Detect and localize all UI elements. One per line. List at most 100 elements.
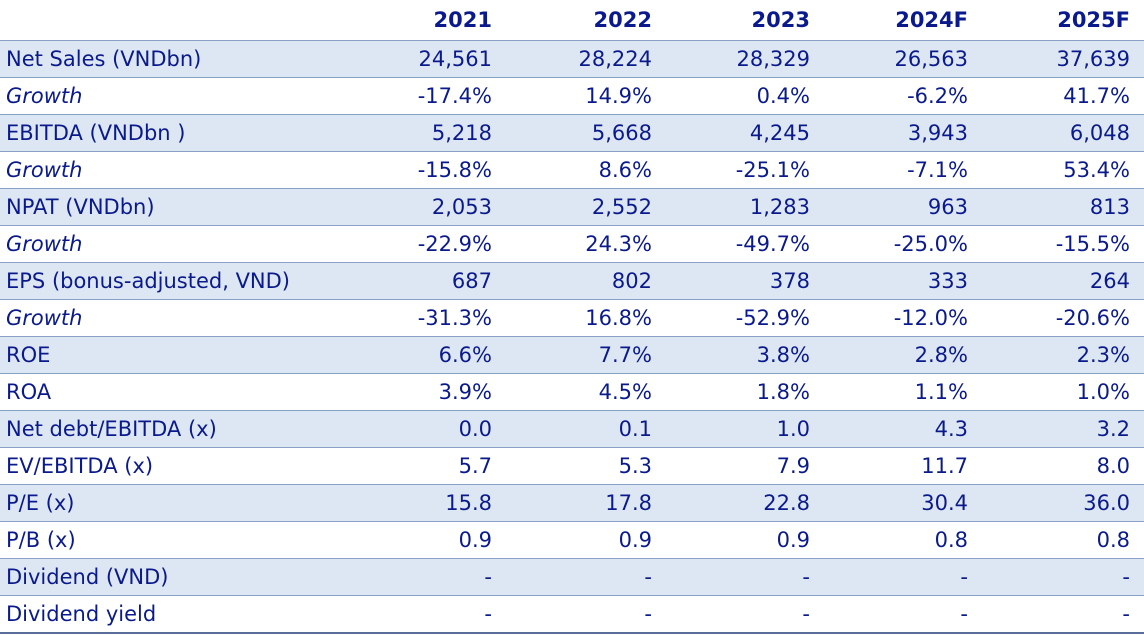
cell-value: 0.0	[346, 410, 506, 448]
cell-value: 3.9%	[346, 373, 506, 411]
cell-value: -12.0%	[824, 299, 982, 337]
cell-value: 36.0	[982, 484, 1144, 522]
row-dividend: Dividend (VND) - - - - -	[0, 558, 1144, 596]
row-label: Net debt/EBITDA (x)	[0, 410, 346, 448]
cell-value: 2.3%	[982, 336, 1144, 374]
cell-value: 28,224	[506, 40, 666, 78]
row-label: NPAT (VNDbn)	[0, 188, 346, 226]
cell-value: -25.1%	[666, 151, 824, 189]
cell-value: -25.0%	[824, 225, 982, 263]
cell-value: 813	[982, 188, 1144, 226]
cell-value: -	[982, 558, 1144, 596]
cell-value: 2,053	[346, 188, 506, 226]
cell-value: 41.7%	[982, 77, 1144, 115]
row-label: EV/EBITDA (x)	[0, 447, 346, 485]
row-label: Growth	[0, 225, 346, 263]
cell-value: 7.9	[666, 447, 824, 485]
row-roa: ROA 3.9% 4.5% 1.8% 1.1% 1.0%	[0, 373, 1144, 411]
cell-value: 264	[982, 262, 1144, 300]
header-year-2021: 2021	[346, 0, 506, 41]
row-net-sales: Net Sales (VNDbn) 24,561 28,224 28,329 2…	[0, 40, 1144, 78]
cell-value: 0.4%	[666, 77, 824, 115]
cell-value: -17.4%	[346, 77, 506, 115]
header-row: 2021 2022 2023 2024F 2025F	[0, 0, 1144, 41]
cell-value: 8.0	[982, 447, 1144, 485]
row-dividend-yield: Dividend yield - - - - -	[0, 595, 1144, 634]
cell-value: 0.8	[824, 521, 982, 559]
cell-value: -	[506, 595, 666, 634]
cell-value: 6.6%	[346, 336, 506, 374]
cell-value: 5,668	[506, 114, 666, 152]
row-label: Dividend yield	[0, 595, 346, 634]
cell-value: 53.4%	[982, 151, 1144, 189]
cell-value: 5.3	[506, 447, 666, 485]
cell-value: 4.5%	[506, 373, 666, 411]
cell-value: 1.0	[666, 410, 824, 448]
row-label: P/B (x)	[0, 521, 346, 559]
cell-value: 15.8	[346, 484, 506, 522]
cell-value: -52.9%	[666, 299, 824, 337]
cell-value: 1.1%	[824, 373, 982, 411]
cell-value: 0.9	[666, 521, 824, 559]
cell-value: 4.3	[824, 410, 982, 448]
cell-value: 4,245	[666, 114, 824, 152]
row-label: EBITDA (VNDbn )	[0, 114, 346, 152]
cell-value: -20.6%	[982, 299, 1144, 337]
cell-value: 22.8	[666, 484, 824, 522]
row-ebitda-growth: Growth -15.8% 8.6% -25.1% -7.1% 53.4%	[0, 151, 1144, 189]
cell-value: -	[506, 558, 666, 596]
cell-value: 0.1	[506, 410, 666, 448]
cell-value: 3.8%	[666, 336, 824, 374]
cell-value: 3.2	[982, 410, 1144, 448]
cell-value: -	[824, 558, 982, 596]
header-corner	[0, 0, 346, 41]
row-pe: P/E (x) 15.8 17.8 22.8 30.4 36.0	[0, 484, 1144, 522]
cell-value: 0.9	[346, 521, 506, 559]
cell-value: 37,639	[982, 40, 1144, 78]
header-year-2023: 2023	[666, 0, 824, 41]
row-label: Growth	[0, 151, 346, 189]
cell-value: 1,283	[666, 188, 824, 226]
cell-value: 17.8	[506, 484, 666, 522]
cell-value: -	[346, 558, 506, 596]
cell-value: 2,552	[506, 188, 666, 226]
cell-value: 687	[346, 262, 506, 300]
cell-value: -6.2%	[824, 77, 982, 115]
row-pb: P/B (x) 0.9 0.9 0.9 0.8 0.8	[0, 521, 1144, 559]
cell-value: 1.8%	[666, 373, 824, 411]
cell-value: 5,218	[346, 114, 506, 152]
cell-value: -	[982, 595, 1144, 634]
row-label: Net Sales (VNDbn)	[0, 40, 346, 78]
cell-value: 24.3%	[506, 225, 666, 263]
cell-value: 26,563	[824, 40, 982, 78]
cell-value: -15.8%	[346, 151, 506, 189]
row-label: P/E (x)	[0, 484, 346, 522]
cell-value: 333	[824, 262, 982, 300]
cell-value: 6,048	[982, 114, 1144, 152]
row-label: ROA	[0, 373, 346, 411]
cell-value: 963	[824, 188, 982, 226]
cell-value: 14.9%	[506, 77, 666, 115]
header-year-2025f: 2025F	[982, 0, 1144, 41]
cell-value: -	[666, 558, 824, 596]
cell-value: 0.8	[982, 521, 1144, 559]
row-npat: NPAT (VNDbn) 2,053 2,552 1,283 963 813	[0, 188, 1144, 226]
cell-value: -	[666, 595, 824, 634]
row-eps: EPS (bonus-adjusted, VND) 687 802 378 33…	[0, 262, 1144, 300]
row-ebitda: EBITDA (VNDbn ) 5,218 5,668 4,245 3,943 …	[0, 114, 1144, 152]
row-label: ROE	[0, 336, 346, 374]
row-roe: ROE 6.6% 7.7% 3.8% 2.8% 2.3%	[0, 336, 1144, 374]
row-npat-growth: Growth -22.9% 24.3% -49.7% -25.0% -15.5%	[0, 225, 1144, 263]
cell-value: 16.8%	[506, 299, 666, 337]
cell-value: 1.0%	[982, 373, 1144, 411]
cell-value: 5.7	[346, 447, 506, 485]
cell-value: -	[346, 595, 506, 634]
cell-value: 30.4	[824, 484, 982, 522]
cell-value: 8.6%	[506, 151, 666, 189]
row-ev-ebitda: EV/EBITDA (x) 5.7 5.3 7.9 11.7 8.0	[0, 447, 1144, 485]
row-label: Growth	[0, 77, 346, 115]
cell-value: -	[824, 595, 982, 634]
cell-value: 802	[506, 262, 666, 300]
header-year-2024f: 2024F	[824, 0, 982, 41]
